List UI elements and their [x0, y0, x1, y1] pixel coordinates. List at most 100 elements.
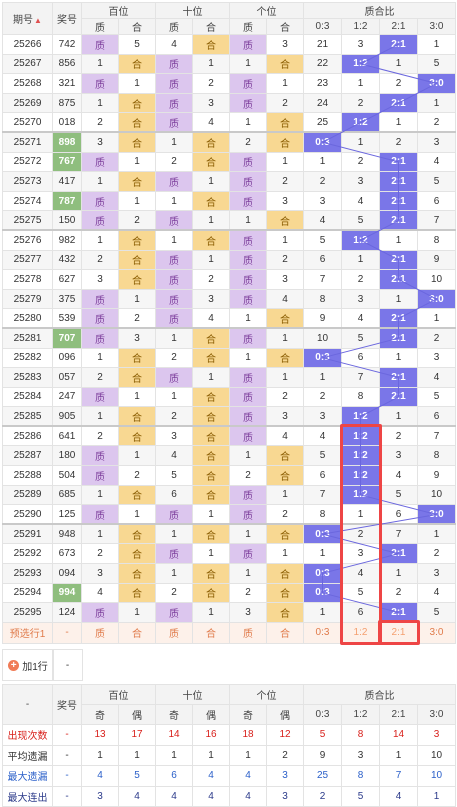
table-row: 25268 321 质 1 质 2 质 1 23 1 2 3:0	[2, 73, 456, 94]
he-cell: 3	[118, 327, 156, 349]
he-cell: 合	[266, 563, 304, 584]
he-cell: 1	[118, 445, 156, 467]
zhi-cell: 质	[155, 288, 193, 310]
zhi-cell: 质	[229, 406, 267, 427]
predict-cell[interactable]: 质	[155, 621, 193, 644]
stats-sub: 1:2	[341, 704, 380, 725]
issue-cell: 25284	[2, 386, 53, 408]
issue-header[interactable]: 期号▲	[2, 2, 53, 35]
predict-ratio[interactable]: 1:2	[341, 621, 380, 644]
he-cell: 1	[192, 504, 230, 525]
predict-ratio[interactable]: 3:0	[417, 621, 456, 644]
ratio-cell: 1:2	[341, 229, 380, 251]
he-cell: 合	[266, 582, 304, 604]
issue-cell: 25279	[2, 288, 53, 310]
zhi-cell: 质	[81, 308, 119, 329]
number-cell: 767	[52, 151, 82, 173]
zhi-cell: 1	[155, 131, 193, 153]
stats-row: 出现次数 -13 17 14 16 18 12 5 8 14 3	[2, 724, 456, 746]
units-header: 个位	[229, 2, 304, 19]
he-cell: 1	[118, 602, 156, 623]
stats-tens-header: 十位	[155, 684, 230, 705]
issue-cell: 25282	[2, 347, 53, 369]
predict-ratio[interactable]: 0:3	[303, 621, 342, 644]
table-row: 25288 504 质 2 5 合 2 合 6 1:2 4 9	[2, 465, 456, 486]
he-cell: 合	[192, 425, 230, 447]
number-cell: 096	[52, 347, 82, 369]
issue-cell: 25281	[2, 327, 53, 349]
table-row: 25267 856 1 合质 1 1 合 22 1:2 1 5	[2, 53, 456, 75]
he-cell: 2	[266, 386, 304, 408]
predict-ratio[interactable]: 2:1	[379, 621, 418, 644]
zhi-cell: 3	[81, 269, 119, 290]
he-cell: 合	[266, 308, 304, 329]
predict-cell[interactable]: 合	[192, 621, 230, 644]
ratio-cell: 2:1	[379, 367, 418, 388]
zhi-cell: 质	[155, 543, 193, 565]
predict-cell[interactable]: 合	[118, 621, 156, 644]
predict-cell[interactable]: 质	[81, 621, 119, 644]
ratio-cell: 4	[417, 367, 456, 388]
zhi-cell: 2	[81, 543, 119, 565]
predict-cell[interactable]: 质	[229, 621, 267, 644]
zhi-cell: 4	[155, 445, 193, 467]
stats-sub: 2:1	[379, 704, 418, 725]
number-cell: 905	[52, 406, 82, 427]
zhi-cell: 1	[229, 210, 267, 231]
add-row-button[interactable]: + 加1行	[2, 649, 54, 681]
issue-cell: 25268	[2, 73, 53, 94]
zhi-cell: 1	[81, 484, 119, 506]
stats-value: 6	[155, 765, 193, 787]
he-cell: 1	[192, 543, 230, 565]
stats-value: 7	[379, 765, 418, 787]
issue-cell: 25267	[2, 53, 53, 75]
ratio-cell: 2:1	[379, 34, 418, 55]
he-cell: 合	[266, 112, 304, 133]
table-row: 25281 707 质 3 1 合质 1 10 5 2:1 2	[2, 327, 456, 349]
zhi-cell: 质	[81, 445, 119, 467]
he-cell: 2	[266, 249, 304, 271]
issue-cell: 25283	[2, 367, 53, 388]
he-cell: 合	[118, 563, 156, 584]
he-cell: 1	[266, 327, 304, 349]
he-cell: 1	[266, 543, 304, 565]
ratio-cell: 2	[379, 73, 418, 94]
ratio-cell: 1:2	[341, 406, 380, 427]
he-cell: 1	[118, 288, 156, 310]
issue-cell: 25274	[2, 190, 53, 212]
issue-cell: 25291	[2, 523, 53, 545]
zhi-cell: 1	[81, 347, 119, 369]
stats-value: 14	[155, 724, 193, 746]
zhi-cell: 质	[155, 602, 193, 623]
ratio-cell: 5	[303, 445, 342, 467]
ratio-cell: 2:1	[379, 327, 418, 349]
table-row: 25279 375 质 1 质 3 质 4 8 3 1 3:0	[2, 288, 456, 310]
stats-value: 1	[379, 744, 418, 767]
ratio-cell: 1	[379, 347, 418, 369]
table-row: 25294 994 4 合 2 合 2 合 0:3 5 2 4	[2, 582, 456, 604]
predict-cell[interactable]: 合	[266, 621, 304, 644]
he-cell: 合	[266, 602, 304, 623]
zhi-cell: 质	[155, 73, 193, 94]
stats-value: 1	[155, 744, 193, 767]
ratio-cell: 1	[417, 523, 456, 545]
ratio-cell: 3	[341, 543, 380, 565]
stats-units-header: 个位	[229, 684, 304, 705]
predict-row[interactable]: 预选行1 - 质 合 质 合 质 合 0:3 1:2 2:1 3:0	[2, 621, 456, 644]
ratio-cell: 7	[379, 523, 418, 545]
issue-cell: 25270	[2, 112, 53, 133]
stats-value: 1	[229, 744, 267, 767]
zhi-cell: 质	[81, 465, 119, 486]
zhi-cell: 1	[229, 53, 267, 75]
table-row: 25282 096 1 合 2 合 1 合 0:3 6 1 3	[2, 347, 456, 369]
sort-icon[interactable]: ▲	[34, 16, 42, 25]
issue-cell: 25287	[2, 445, 53, 467]
table-row: 25292 673 2 合质 1 质 1 1 3 2:1 2	[2, 543, 456, 565]
ratio-cell: 1	[341, 249, 380, 271]
he-cell: 合	[266, 465, 304, 486]
ratio-cell: 5	[417, 602, 456, 623]
he-cell: 1	[118, 386, 156, 408]
issue-cell: 25275	[2, 210, 53, 231]
zhi-cell: 2	[155, 151, 193, 173]
stats-value: 10	[417, 765, 456, 787]
